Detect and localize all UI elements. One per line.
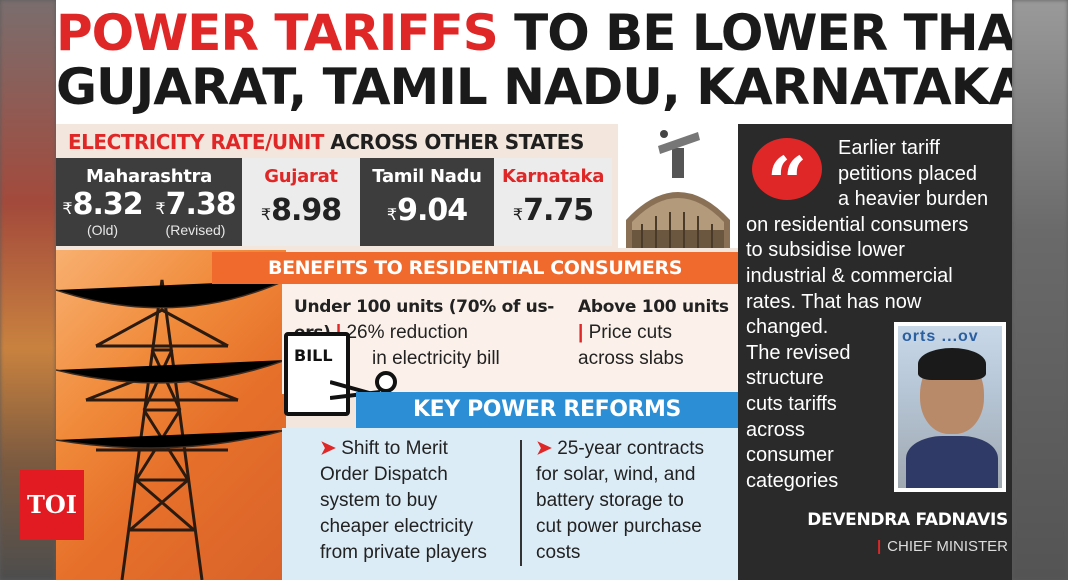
benefit-heading: Above 100 units (578, 297, 729, 317)
toi-logo: TOI (20, 470, 84, 540)
headline-highlight: POWER TARIFFS (56, 4, 499, 62)
quote-line: cuts tariffs (746, 392, 837, 415)
quote-line: a heavier burden (838, 188, 989, 211)
rate-value-revised: 7.38 (165, 187, 237, 222)
arrow-icon: ➤ (536, 438, 558, 459)
rate-karnataka: Karnataka ₹7.75 (494, 158, 612, 246)
reform-line: from private players (320, 542, 487, 563)
portrait-photo: orts ...ov (894, 322, 1006, 492)
quote-line: The revised (746, 341, 851, 364)
benefits-heading: BENEFITS TO RESIDENTIAL CONSUMERS (212, 252, 738, 284)
building-icon (618, 124, 738, 248)
transmission-tower-photo (56, 250, 287, 580)
benefit-detail: Price cuts (588, 322, 673, 343)
benefit-detail-2: across slabs (578, 348, 684, 369)
quote-line: on residential consumers (746, 213, 969, 236)
currency-symbol: ₹ (386, 205, 397, 224)
quote-line: across (746, 418, 805, 441)
divider-mark: | (876, 538, 882, 555)
benefit-detail: 26% reduction (346, 322, 468, 343)
speaker-role: | CHIEF MINISTER (758, 538, 1008, 555)
quote-line: categories (746, 469, 839, 492)
reform-contracts: ➤ 25-year contracts for solar, wind, and… (536, 436, 736, 566)
reform-line: Shift to Merit (341, 438, 448, 459)
quote-line: rates. That has now (746, 290, 922, 313)
state-name: Tamil Nadu (372, 166, 482, 187)
rate-tamil-nadu: Tamil Nadu ₹9.04 (360, 158, 494, 246)
reform-line: cut power purchase (536, 516, 702, 537)
quote-line: industrial & commercial (746, 264, 953, 287)
reform-merit-order: ➤ Shift to Merit Order Dispatch system t… (320, 436, 520, 566)
rate-label-old: (Old) (86, 222, 119, 238)
rate-value: 8.98 (271, 193, 342, 228)
quote-line: structure (746, 367, 824, 390)
reform-line: Order Dispatch (320, 464, 448, 485)
infographic: POWER TARIFFS TO BE LOWER THAN GUJARAT, … (56, 0, 1012, 580)
reform-line: cheaper electricity (320, 516, 474, 537)
currency-symbol: ₹ (155, 199, 165, 218)
portrait-shirt (906, 436, 998, 488)
currency-symbol: ₹ (62, 199, 72, 218)
portrait-hair (918, 348, 986, 380)
headline-line-1: POWER TARIFFS TO BE LOWER THAN (56, 6, 1012, 60)
rate-maharashtra: Maharashtra ₹8.32 (Old) ₹7.38 (Revised) (56, 158, 242, 246)
rate-value-old: 8.32 (72, 187, 144, 222)
headline: POWER TARIFFS TO BE LOWER THAN GUJARAT, … (56, 6, 1012, 114)
reforms-heading: KEY POWER REFORMS (356, 392, 738, 428)
rates-heading: ELECTRICITY RATE/UNIT ACROSS OTHER STATE… (56, 130, 584, 158)
speaker-role-text: CHIEF MINISTER (887, 538, 1008, 555)
portrait-background-text: orts ...ov (902, 328, 979, 345)
rate-value: 9.04 (397, 193, 468, 228)
rate-value: 7.75 (523, 193, 594, 228)
reform-divider (520, 440, 522, 566)
reforms-panel: ➤ Shift to Merit Order Dispatch system t… (282, 428, 738, 580)
quote-line: Earlier tariff (838, 137, 940, 159)
rates-heading-highlight: ELECTRICITY RATE/UNIT (68, 130, 324, 154)
rate-gujarat: Gujarat ₹8.98 (242, 158, 360, 246)
bill-icon: BILL (284, 332, 350, 416)
speaker-name: DEVENDRA FADNAVIS (807, 510, 1008, 530)
reform-line: 25-year contracts (557, 438, 704, 459)
info-panel: ELECTRICITY RATE/UNIT ACROSS OTHER STATE… (56, 124, 738, 580)
transmission-tower-icon (56, 279, 287, 580)
headline-rest: TO BE LOWER THAN (497, 4, 1012, 62)
arrow-icon: ➤ (320, 438, 342, 459)
quote-panel: “ Earlier tariff petitions placed a heav… (738, 124, 1012, 580)
quote-line: consumer (746, 444, 834, 467)
quote-line: changed. (746, 316, 829, 339)
divider-mark: | (578, 322, 589, 343)
benefits-panel: Under 100 units (70% of us- ers) | 26% r… (282, 284, 738, 394)
quote-text: Earlier tariff petitions placed a heavie… (746, 136, 1008, 494)
blurred-background-right (1012, 0, 1068, 580)
headline-line-2: GUJARAT, TAMIL NADU, KARNATAKA (56, 58, 1012, 116)
state-name: Maharashtra (86, 166, 212, 187)
state-name: Karnataka (501, 166, 605, 187)
benefit-detail-2: in electricity bill (372, 348, 500, 369)
benefit-heading: Under 100 units (70% of us- (294, 297, 555, 317)
rate-label-revised: (Revised) (165, 222, 226, 238)
quote-line: to subsidise lower (746, 239, 905, 262)
rates-heading-rest: ACROSS OTHER STATES (323, 130, 584, 154)
state-rates: Maharashtra ₹8.32 (Old) ₹7.38 (Revised) … (56, 158, 616, 246)
reform-line: for solar, wind, and (536, 464, 696, 485)
reform-line: battery storage to (536, 490, 684, 511)
reform-line: system to buy (320, 490, 438, 511)
state-name: Gujarat (264, 166, 338, 187)
currency-symbol: ₹ (260, 205, 271, 224)
benefit-above-100: Above 100 units | Price cuts across slab… (578, 294, 738, 372)
currency-symbol: ₹ (512, 205, 523, 224)
quote-line: petitions placed (838, 162, 977, 185)
reform-line: costs (536, 542, 581, 563)
bill-label: BILL (294, 346, 333, 365)
